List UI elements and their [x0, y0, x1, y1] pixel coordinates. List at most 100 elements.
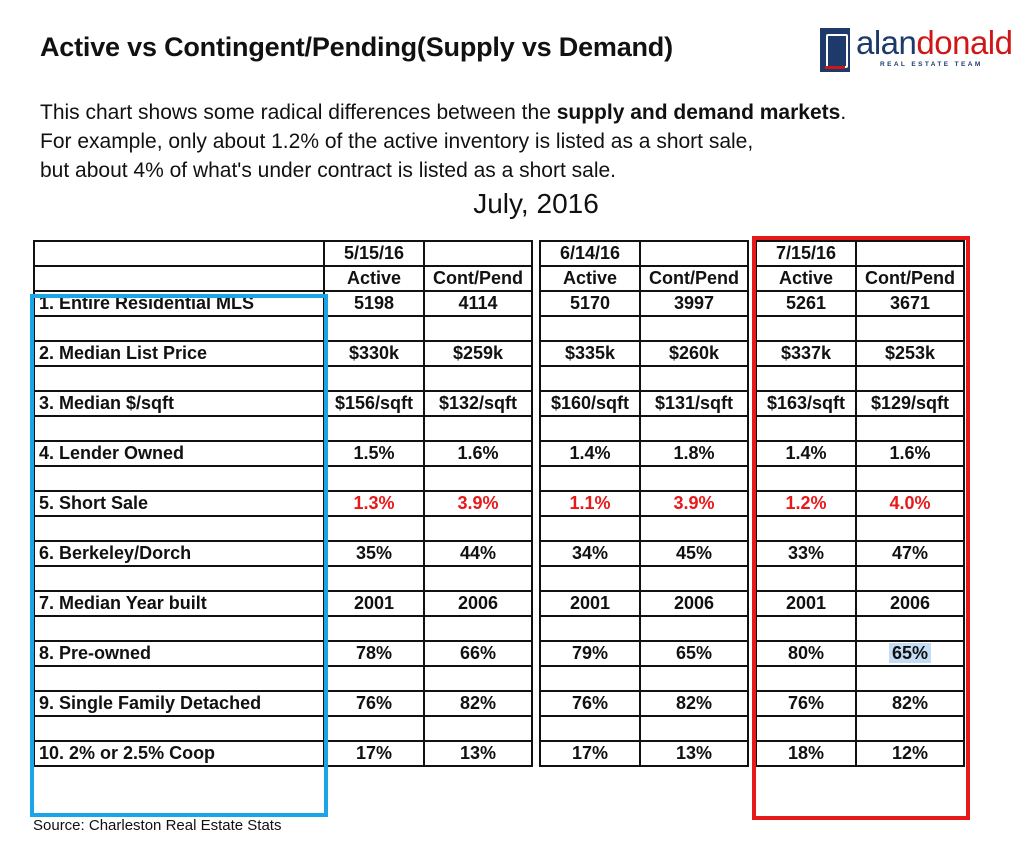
data-cell: 47%	[855, 540, 965, 567]
spacer-row	[539, 565, 749, 592]
spacer-cell	[323, 715, 425, 742]
table-row: $156/sqft $132/sqft	[323, 390, 533, 417]
data-cell: 1.1%	[539, 490, 641, 517]
data-cell: 44%	[423, 540, 533, 567]
source-note: Source: Charleston Real Estate Stats	[33, 817, 282, 834]
spacer-row	[323, 415, 533, 442]
spacer-row	[33, 465, 325, 492]
spacer-row	[755, 415, 965, 442]
spacer-cell	[33, 715, 325, 742]
table-row: 2. Median List Price	[33, 340, 325, 367]
table-row: 1.4% 1.6%	[755, 440, 965, 467]
spacer-cell	[423, 565, 533, 592]
data-cell: 3671	[855, 290, 965, 317]
spacer-cell	[855, 465, 965, 492]
data-cell: $131/sqft	[639, 390, 749, 417]
spacer-row	[539, 615, 749, 642]
spacer-row	[323, 665, 533, 692]
spacer-cell	[539, 665, 641, 692]
spacer-cell	[423, 365, 533, 392]
table-row: 10. 2% or 2.5% Coop	[33, 740, 325, 767]
spacer-row	[33, 565, 325, 592]
spacer-row	[323, 465, 533, 492]
data-cell: 12%	[855, 740, 965, 767]
data-cell: $330k	[323, 340, 425, 367]
spacer-cell	[33, 465, 325, 492]
table-row: 35% 44%	[323, 540, 533, 567]
spacer-cell	[755, 515, 857, 542]
header-row-date: 6/14/16	[539, 240, 749, 267]
data-cell: 17%	[323, 740, 425, 767]
chart-subtitle: July, 2016	[473, 188, 599, 219]
logo-wordmark: alandonald	[856, 24, 1013, 62]
column-header: Active	[323, 265, 425, 292]
spacer-row	[33, 665, 325, 692]
row-label: 4. Lender Owned	[33, 440, 325, 467]
data-cell: 13%	[423, 740, 533, 767]
table-row: 78% 66%	[323, 640, 533, 667]
column-header: Active	[539, 265, 641, 292]
data-cell: 1.6%	[423, 440, 533, 467]
spacer-cell	[539, 565, 641, 592]
header-cell-empty	[639, 240, 749, 267]
table-row: 1.3% 3.9%	[323, 490, 533, 517]
table-row: 1.4% 1.8%	[539, 440, 749, 467]
spacer-cell	[539, 415, 641, 442]
table-row: 5. Short Sale	[33, 490, 325, 517]
table-row: 1.1% 3.9%	[539, 490, 749, 517]
table-row: 3. Median $/sqft	[33, 390, 325, 417]
table-row: 18% 12%	[755, 740, 965, 767]
spacer-row	[33, 365, 325, 392]
data-cell: 82%	[423, 690, 533, 717]
spacer-row	[323, 365, 533, 392]
blue-highlight-frame	[30, 294, 328, 817]
spacer-cell	[539, 615, 641, 642]
data-cell: 76%	[755, 690, 857, 717]
description-line-1: This chart shows some radical difference…	[40, 98, 1010, 127]
spacer-cell	[33, 415, 325, 442]
group-table-2: 7/15/16 Active Cont/Pend 5261 3671 $337k $253k…	[755, 240, 965, 767]
table-row: 17% 13%	[323, 740, 533, 767]
data-cell: 2001	[539, 590, 641, 617]
table-row: 5198 4114	[323, 290, 533, 317]
spacer-row	[323, 315, 533, 342]
spacer-row	[33, 615, 325, 642]
spacer-cell	[423, 665, 533, 692]
table-row: 4. Lender Owned	[33, 440, 325, 467]
logo-word-a: alan	[856, 24, 917, 61]
data-cell: 5261	[755, 290, 857, 317]
spacer-cell	[323, 665, 425, 692]
table-row: 2001 2006	[755, 590, 965, 617]
spacer-cell	[423, 415, 533, 442]
data-cell: 1.3%	[323, 490, 425, 517]
spacer-cell	[855, 615, 965, 642]
data-cell: $260k	[639, 340, 749, 367]
spacer-row	[33, 315, 325, 342]
spacer-cell	[755, 465, 857, 492]
spacer-cell	[33, 365, 325, 392]
table-row: 33% 47%	[755, 540, 965, 567]
spacer-cell	[323, 465, 425, 492]
spacer-cell	[855, 365, 965, 392]
data-cell: $129/sqft	[855, 390, 965, 417]
data-cell: 2006	[855, 590, 965, 617]
header-row-columns: Active Cont/Pend	[539, 265, 749, 292]
spacer-cell	[855, 415, 965, 442]
spacer-cell	[539, 465, 641, 492]
spacer-cell	[423, 615, 533, 642]
brand-logo: alandonald REAL ESTATE TEAM	[820, 24, 1013, 76]
data-cell: 3.9%	[639, 490, 749, 517]
data-cell: 1.8%	[639, 440, 749, 467]
spacer-row	[755, 315, 965, 342]
data-cell: 1.4%	[539, 440, 641, 467]
spacer-row	[539, 315, 749, 342]
spacer-cell	[539, 365, 641, 392]
spacer-cell	[755, 565, 857, 592]
spacer-cell	[423, 715, 533, 742]
table-row: 1.2% 4.0%	[755, 490, 965, 517]
spacer-cell	[323, 615, 425, 642]
spacer-row	[539, 515, 749, 542]
data-cell: 2001	[323, 590, 425, 617]
header-row-columns	[33, 265, 325, 292]
row-label: 3. Median $/sqft	[33, 390, 325, 417]
